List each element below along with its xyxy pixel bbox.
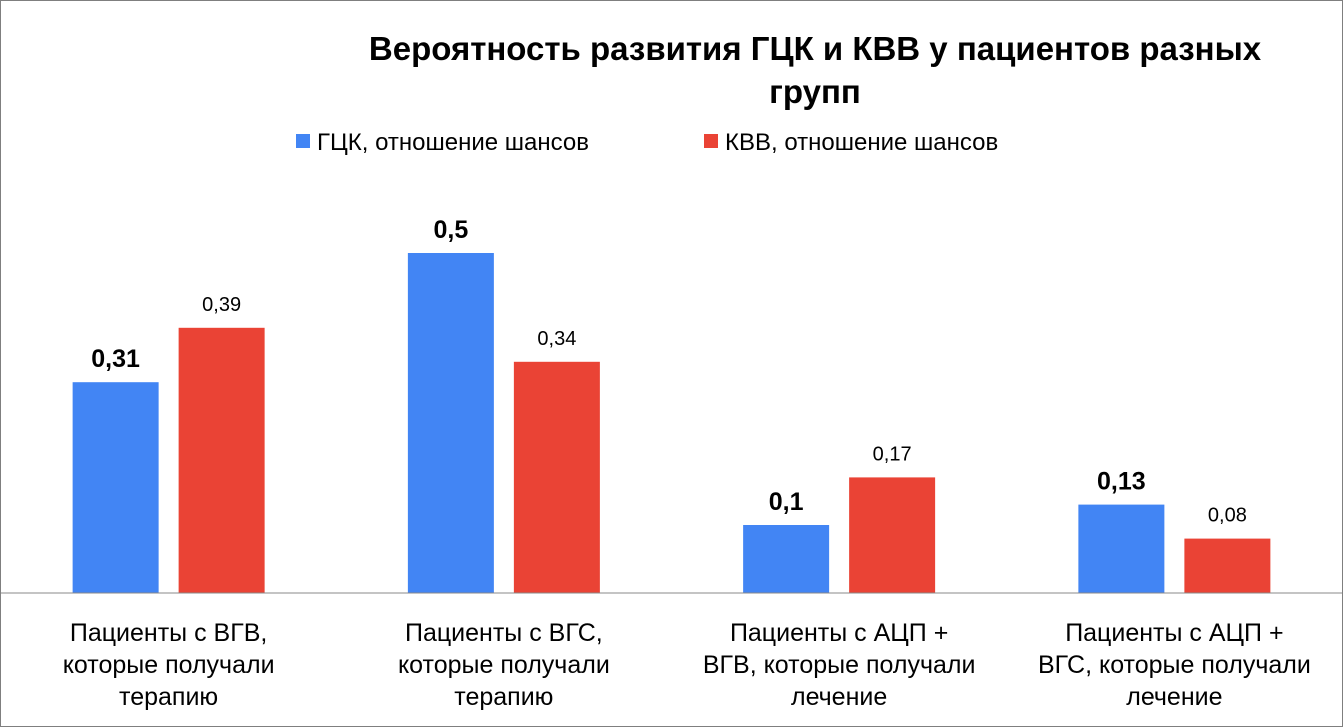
bars [72, 253, 1271, 593]
bar-series2-cat2 [513, 361, 600, 593]
data-label-series1-cat1: 0,31 [91, 345, 140, 373]
legend-swatch-1 [296, 134, 310, 148]
category-label-3-line-1: Пациенты с АЦП + [730, 619, 948, 647]
legend-swatch-2 [704, 134, 718, 148]
bar-series1-cat2 [407, 253, 494, 593]
category-label-4-line-3: лечение [1126, 683, 1222, 711]
chart-title: Вероятность развития ГЦК и КВВ у пациент… [369, 30, 1262, 110]
chart-title-line: групп [769, 73, 861, 110]
category-label-1-line-2: которые получали [63, 651, 275, 679]
bar-series2-cat3 [849, 477, 936, 593]
data-label-series2-cat1: 0,39 [202, 294, 241, 316]
data-label-series1-cat2: 0,5 [433, 216, 468, 244]
data-label-series1-cat3: 0,1 [769, 488, 804, 516]
bar-series2-cat4 [1184, 538, 1271, 593]
data-label-series2-cat3: 0,17 [873, 443, 912, 465]
bar-series1-cat4 [1078, 504, 1165, 593]
legend-label-1: ГЦК, отношение шансов [317, 129, 589, 156]
category-label-3-line-2: ВГВ, которые получали [703, 651, 976, 679]
category-label-2-line-3: терапию [454, 683, 553, 711]
data-label-series2-cat2: 0,34 [537, 328, 576, 350]
category-label-2-line-2: которые получали [398, 651, 610, 679]
category-label-4-line-2: ВГС, которые получали [1038, 651, 1311, 679]
category-label-4-line-1: Пациенты с АЦП + [1065, 619, 1283, 647]
data-label-series1-cat4: 0,13 [1097, 468, 1146, 496]
category-label-3-line-3: лечение [791, 683, 887, 711]
data-labels: 0,31 0,5 0,1 0,13 0,39 0,34 0,17 0,08 [91, 216, 1247, 527]
bar-series1-cat3 [743, 525, 830, 593]
category-label-1-line-3: терапию [119, 683, 218, 711]
category-label-1-line-1: Пациенты с ВГВ, [70, 619, 268, 647]
bar-series2-cat1 [178, 327, 265, 593]
bar-series1-cat1 [72, 382, 159, 593]
data-label-series2-cat4: 0,08 [1208, 505, 1247, 527]
chart-title-line: Вероятность развития ГЦК и КВВ у пациент… [369, 30, 1262, 67]
chart-legend: ГЦК, отношение шансов КВВ, отношение шанс… [296, 129, 998, 156]
category-label-2-line-1: Пациенты с ВГС, [405, 619, 603, 647]
legend-label-2: КВВ, отношение шансов [725, 129, 998, 156]
category-labels: Пациенты с ВГВ, которые получали терапию Па… [63, 619, 1311, 711]
